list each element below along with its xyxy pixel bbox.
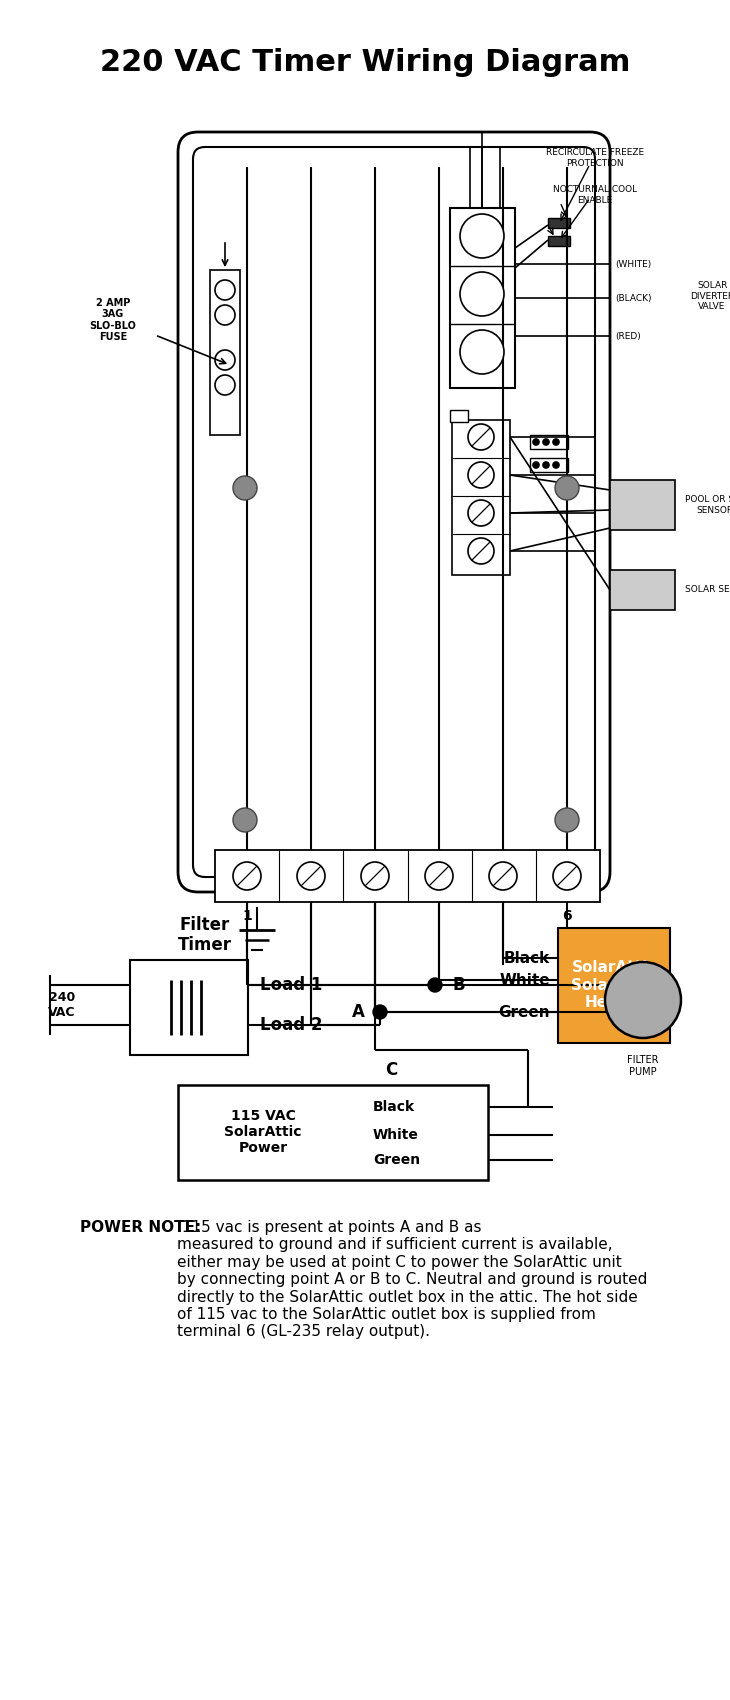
Text: A: A bbox=[352, 1003, 365, 1022]
Bar bbox=[450, 207, 515, 388]
Circle shape bbox=[605, 962, 681, 1039]
Text: SolarAttic
Solar Pool
Heater: SolarAttic Solar Pool Heater bbox=[571, 960, 657, 1010]
Text: White: White bbox=[499, 972, 550, 988]
Text: (WHITE): (WHITE) bbox=[615, 260, 651, 269]
Text: White: White bbox=[373, 1129, 419, 1142]
Text: SOLAR SENSOR: SOLAR SENSOR bbox=[685, 585, 730, 595]
Circle shape bbox=[428, 977, 442, 993]
Circle shape bbox=[553, 439, 559, 445]
Text: Load 1: Load 1 bbox=[260, 976, 323, 994]
Text: FILTER
PUMP: FILTER PUMP bbox=[627, 1056, 658, 1076]
FancyBboxPatch shape bbox=[193, 146, 595, 877]
Text: Filter
Timer: Filter Timer bbox=[178, 916, 232, 954]
Circle shape bbox=[468, 462, 494, 488]
Text: POOL OR SPA
SENSOR: POOL OR SPA SENSOR bbox=[685, 495, 730, 515]
Circle shape bbox=[543, 462, 549, 468]
Circle shape bbox=[233, 476, 257, 500]
Circle shape bbox=[543, 439, 549, 445]
Text: RECIRCULATE FREEZE
PROTECTION: RECIRCULATE FREEZE PROTECTION bbox=[546, 148, 644, 168]
Bar bbox=[178, 1085, 488, 1180]
Bar bbox=[530, 457, 568, 473]
Circle shape bbox=[373, 1005, 387, 1018]
Bar bbox=[130, 960, 248, 1056]
Text: (BLACK): (BLACK) bbox=[615, 294, 651, 303]
Bar bbox=[548, 218, 570, 228]
Text: 115 VAC
SolarAttic
Power: 115 VAC SolarAttic Power bbox=[224, 1108, 301, 1156]
Circle shape bbox=[215, 280, 235, 299]
Text: (RED): (RED) bbox=[615, 332, 641, 340]
Circle shape bbox=[468, 500, 494, 525]
Text: 220 VAC Timer Wiring Diagram: 220 VAC Timer Wiring Diagram bbox=[100, 48, 630, 76]
Circle shape bbox=[533, 462, 539, 468]
Text: Black: Black bbox=[373, 1100, 415, 1114]
Bar bbox=[610, 479, 675, 530]
Circle shape bbox=[468, 537, 494, 564]
Text: Black: Black bbox=[504, 950, 550, 966]
Circle shape bbox=[460, 214, 504, 258]
Circle shape bbox=[553, 862, 581, 891]
Bar bbox=[530, 435, 568, 449]
Circle shape bbox=[297, 862, 325, 891]
Circle shape bbox=[489, 862, 517, 891]
Bar bbox=[548, 236, 570, 246]
Circle shape bbox=[533, 439, 539, 445]
Circle shape bbox=[215, 304, 235, 325]
Circle shape bbox=[460, 330, 504, 374]
Bar bbox=[610, 570, 675, 610]
Circle shape bbox=[215, 376, 235, 394]
Bar bbox=[452, 420, 510, 575]
Circle shape bbox=[233, 862, 261, 891]
Text: C: C bbox=[385, 1061, 397, 1080]
Text: POWER NOTE:: POWER NOTE: bbox=[80, 1221, 201, 1234]
Bar bbox=[215, 850, 600, 903]
Text: B: B bbox=[453, 976, 466, 994]
Circle shape bbox=[215, 350, 235, 371]
Text: SOLAR
DIVERTER
VALVE: SOLAR DIVERTER VALVE bbox=[690, 280, 730, 311]
Bar bbox=[450, 410, 468, 422]
Circle shape bbox=[425, 862, 453, 891]
Text: Green: Green bbox=[499, 1005, 550, 1020]
Circle shape bbox=[361, 862, 389, 891]
Circle shape bbox=[460, 272, 504, 316]
Circle shape bbox=[468, 423, 494, 451]
Text: Load 2: Load 2 bbox=[260, 1017, 323, 1034]
Circle shape bbox=[233, 808, 257, 831]
Bar bbox=[210, 270, 240, 435]
FancyBboxPatch shape bbox=[178, 133, 610, 892]
Text: 2 AMP
3AG
SLO-BLO
FUSE: 2 AMP 3AG SLO-BLO FUSE bbox=[90, 298, 137, 342]
Circle shape bbox=[555, 808, 579, 831]
Text: Green: Green bbox=[373, 1153, 420, 1166]
Text: 1: 1 bbox=[242, 910, 252, 923]
Text: 6: 6 bbox=[562, 910, 572, 923]
Bar bbox=[558, 928, 670, 1044]
Text: 240
VAC: 240 VAC bbox=[48, 991, 76, 1018]
Circle shape bbox=[553, 462, 559, 468]
Text: 115 vac is present at points A and B as
measured to ground and if sufficient cur: 115 vac is present at points A and B as … bbox=[177, 1221, 648, 1340]
Text: NOCTURNAL COOL
ENABLE: NOCTURNAL COOL ENABLE bbox=[553, 185, 637, 204]
Circle shape bbox=[555, 476, 579, 500]
